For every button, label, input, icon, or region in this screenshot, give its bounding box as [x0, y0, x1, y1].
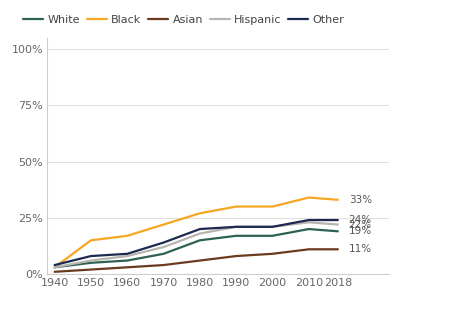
- Black: [52, 266, 57, 269]
- Text: 19%: 19%: [349, 226, 372, 236]
- Text: 24%: 24%: [349, 215, 372, 225]
- Hispanic: [270, 225, 275, 229]
- Hispanic: [306, 220, 311, 224]
- Black: [161, 223, 166, 226]
- Hispanic: [335, 223, 341, 226]
- Asian: [335, 247, 341, 251]
- Asian: [197, 259, 203, 262]
- White: [270, 234, 275, 238]
- Hispanic: [197, 232, 203, 235]
- Asian: [52, 270, 57, 274]
- Black: [88, 238, 94, 242]
- Line: Hispanic: Hispanic: [55, 222, 338, 267]
- Line: Other: Other: [55, 220, 338, 265]
- Line: Black: Black: [55, 198, 338, 267]
- Other: [270, 225, 275, 229]
- Hispanic: [125, 254, 130, 258]
- Hispanic: [88, 259, 94, 262]
- Line: Asian: Asian: [55, 249, 338, 272]
- Asian: [88, 268, 94, 272]
- Black: [335, 198, 341, 202]
- Asian: [233, 254, 239, 258]
- Other: [306, 218, 311, 222]
- White: [52, 266, 57, 269]
- Asian: [161, 263, 166, 267]
- Asian: [270, 252, 275, 256]
- Other: [88, 254, 94, 258]
- Black: [270, 205, 275, 209]
- White: [88, 261, 94, 265]
- Text: 22%: 22%: [349, 220, 372, 230]
- Black: [306, 196, 311, 199]
- White: [125, 259, 130, 262]
- Line: White: White: [55, 229, 338, 267]
- Asian: [306, 247, 311, 251]
- Hispanic: [161, 245, 166, 249]
- Hispanic: [233, 225, 239, 229]
- White: [233, 234, 239, 238]
- Legend: White, Black, Asian, Hispanic, Other: White, Black, Asian, Hispanic, Other: [19, 10, 349, 29]
- White: [335, 229, 341, 233]
- Text: 33%: 33%: [349, 195, 372, 205]
- Black: [125, 234, 130, 238]
- Other: [52, 263, 57, 267]
- Text: 11%: 11%: [349, 244, 372, 254]
- Black: [197, 211, 203, 215]
- Black: [233, 205, 239, 209]
- Other: [197, 227, 203, 231]
- Other: [125, 252, 130, 256]
- White: [306, 227, 311, 231]
- Other: [233, 225, 239, 229]
- White: [161, 252, 166, 256]
- White: [197, 238, 203, 242]
- Other: [335, 218, 341, 222]
- Other: [161, 241, 166, 244]
- Asian: [125, 266, 130, 269]
- Hispanic: [52, 266, 57, 269]
